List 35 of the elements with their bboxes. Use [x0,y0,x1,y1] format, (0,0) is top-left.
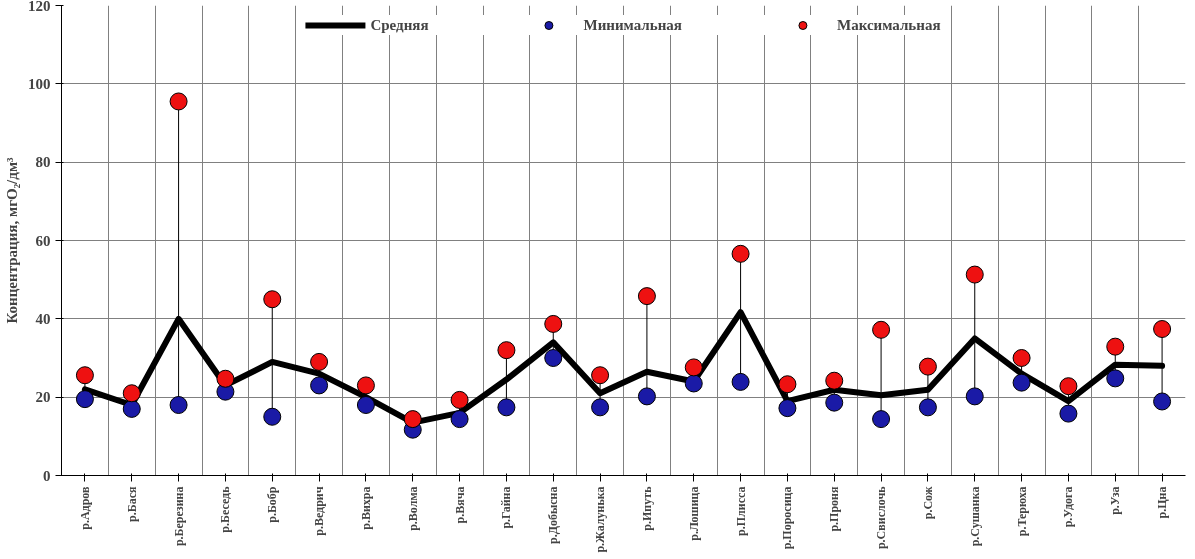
x-tick-label: р.Жалунька [593,486,608,553]
x-tick-label: р.Сож [920,486,935,520]
x-tick-label: р.Волма [405,486,420,531]
x-tick-label: р.Вихра [358,486,373,530]
x-tick-label: р.Березина [171,486,186,547]
x-tick-label: р.Цна [1155,486,1170,519]
x-tick-label: р.Вяча [452,486,467,524]
y-tick-label: 120 [28,0,51,14]
y-tick-label: 100 [28,75,51,92]
legend-label: Максимальная [836,16,941,34]
x-tick-label: р.Беседь [218,485,233,533]
x-tick-label: р.Уза [1108,486,1123,515]
y-tick-label: 40 [35,310,51,327]
x-tick-label: р.Терюха [1014,486,1029,537]
x-tick-label: р.Бобр [265,486,280,523]
x-tick-label: р.Удога [1061,486,1076,528]
x-tick-label: р.Плисса [733,486,748,536]
x-tick-label: р.Свислочь [874,485,889,550]
legend-label: Средняя [370,16,429,34]
x-tick-label: р.Поросица [780,486,795,550]
x-tick-label: р.Бася [124,485,139,522]
x-tick-label: р.Добысна [546,486,561,545]
y-tick-label: 0 [43,467,51,484]
x-tick-label: р.Ипуть [639,485,654,531]
legend-label: Минимальная [583,16,682,34]
y-axis-title: Концентрация, мгO₂/дм³ [4,156,20,324]
x-tick-label: р.Проня [827,485,842,532]
x-tick-label: р.Сушанка [967,486,982,547]
x-tick-label: р.Ведрич [312,486,327,536]
x-tick-label: р.Адров [77,485,92,530]
y-tick-label: 80 [35,154,51,171]
y-tick-label: 60 [35,232,51,249]
y-tick-label: 20 [35,389,51,406]
x-tick-label: р.Лошица [686,486,701,541]
x-tick-label: р.Гайна [499,486,514,529]
